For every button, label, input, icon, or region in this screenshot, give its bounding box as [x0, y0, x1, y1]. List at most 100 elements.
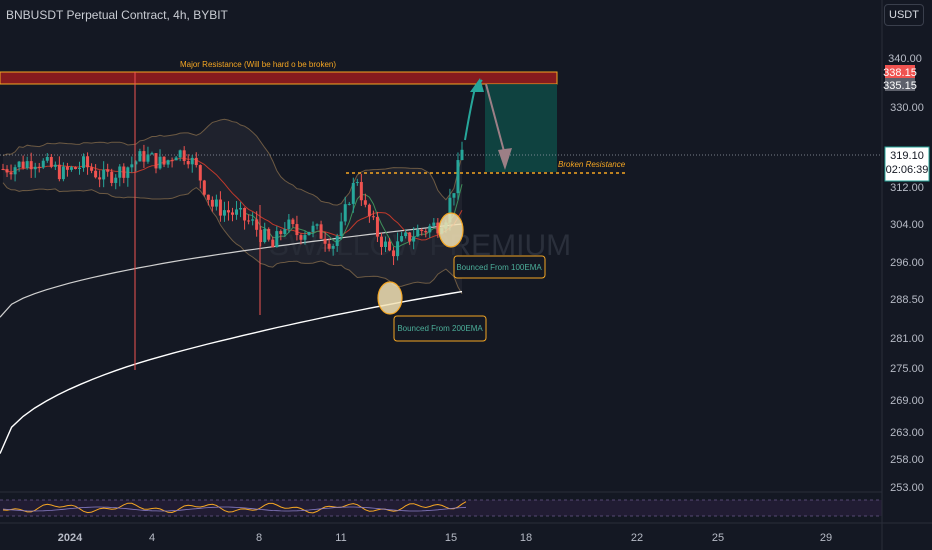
price-tick-label: 296.00	[890, 257, 924, 269]
candle-body	[186, 160, 190, 165]
rsi-band	[0, 500, 882, 516]
candle-body	[182, 150, 186, 161]
candle-body	[283, 229, 287, 235]
candle-body	[287, 219, 291, 230]
candle-body	[130, 164, 134, 168]
bounce-200ema-box[interactable]	[393, 315, 487, 342]
projection-down-arrow	[485, 83, 506, 156]
candle-body	[150, 153, 154, 155]
candle-body	[412, 236, 416, 242]
candle-body	[73, 167, 77, 169]
candle-body	[392, 250, 396, 257]
candle-body	[82, 156, 86, 168]
candle-body	[21, 161, 25, 169]
candle-body	[255, 219, 259, 230]
candle-body	[375, 217, 379, 237]
candle-body	[33, 166, 37, 170]
candle-body	[65, 166, 69, 170]
candle-body	[78, 167, 81, 169]
candle-body	[41, 160, 45, 168]
red-price-tag-text: 338.15	[883, 67, 917, 79]
price-tick-label: 258.00	[890, 454, 924, 466]
bounce-200ema-label: Bounced From 200EMA	[397, 324, 483, 333]
candle-body	[231, 212, 234, 215]
candle-body	[198, 165, 202, 181]
bounce-200ema-marker	[377, 281, 403, 315]
candle-body	[126, 167, 130, 178]
candle-body	[436, 222, 440, 234]
candle-body	[226, 210, 230, 213]
candle-body	[210, 199, 214, 207]
price-tick-label: 269.00	[890, 395, 924, 407]
candle-body	[299, 235, 303, 240]
rsi-signal-line	[2, 506, 467, 512]
candle-body	[452, 193, 456, 198]
candle-body	[259, 229, 263, 243]
candle-body	[327, 243, 331, 249]
candle-body	[400, 236, 404, 242]
bounce-100ema-box[interactable]	[453, 255, 546, 279]
time-tick-label: 29	[820, 532, 832, 544]
candle-body	[138, 151, 142, 162]
price-tick-label: 253.00	[890, 482, 924, 494]
candle-body	[432, 222, 436, 226]
candle-body	[53, 164, 57, 167]
candle-body	[335, 236, 339, 246]
candle-body	[355, 182, 359, 184]
currency-button[interactable]: USDT	[884, 4, 924, 26]
candle-body	[295, 224, 299, 236]
arrow-head-icon	[498, 148, 512, 170]
time-axis-ticks: 2024 4 8 11 15 18 22 25 29	[58, 532, 832, 544]
red-price-tag	[885, 65, 915, 78]
candle-body	[118, 166, 122, 178]
candle-body	[371, 216, 375, 218]
price-tick-label: 330.00	[890, 102, 924, 114]
candle-body	[331, 245, 335, 249]
candle-body	[146, 154, 150, 162]
candle-body	[456, 160, 460, 194]
candle-body	[37, 166, 41, 168]
candle-body	[90, 167, 94, 171]
candle-body	[428, 225, 432, 233]
candle-body	[154, 153, 158, 169]
bollinger-band-fill	[3, 119, 462, 294]
candle-body	[388, 241, 392, 251]
candle-body	[379, 236, 383, 247]
candle-body	[98, 177, 102, 180]
candle-body	[162, 156, 166, 165]
candle-body	[420, 229, 424, 232]
bounce-100ema-marker	[438, 212, 464, 248]
current-price-text: 319.10	[890, 150, 924, 162]
candle-body	[170, 160, 174, 162]
candle-body	[5, 169, 9, 173]
price-tick-label: 312.00	[890, 182, 924, 194]
candle-body	[114, 177, 118, 183]
candle-body	[218, 199, 222, 216]
candle-body	[178, 150, 182, 158]
price-tick-label: 275.00	[890, 363, 924, 375]
candle-body	[307, 231, 311, 236]
ema-100-line	[0, 223, 463, 318]
countdown-text: 02:06:39	[886, 164, 929, 176]
candle-body	[214, 199, 218, 207]
current-price-tag	[884, 146, 930, 182]
bollinger-lower-band	[2, 182, 463, 294]
candle-body	[202, 180, 206, 195]
price-axis[interactable]	[882, 0, 932, 550]
candle-body	[271, 239, 275, 248]
candle-body	[319, 224, 323, 239]
candle-body	[351, 182, 355, 204]
price-tick-label: 288.50	[890, 294, 924, 306]
price-tick-label: 263.00	[890, 427, 924, 439]
candle-body	[134, 161, 138, 165]
candle-body	[158, 156, 162, 169]
candlestick-series	[1, 141, 464, 266]
candle-body	[69, 167, 73, 170]
candle-body	[243, 207, 247, 221]
candle-body	[396, 241, 400, 257]
time-tick-label: 11	[335, 532, 346, 544]
candle-body	[235, 209, 239, 215]
time-tick-label: 22	[631, 532, 643, 544]
candle-body	[239, 207, 243, 210]
